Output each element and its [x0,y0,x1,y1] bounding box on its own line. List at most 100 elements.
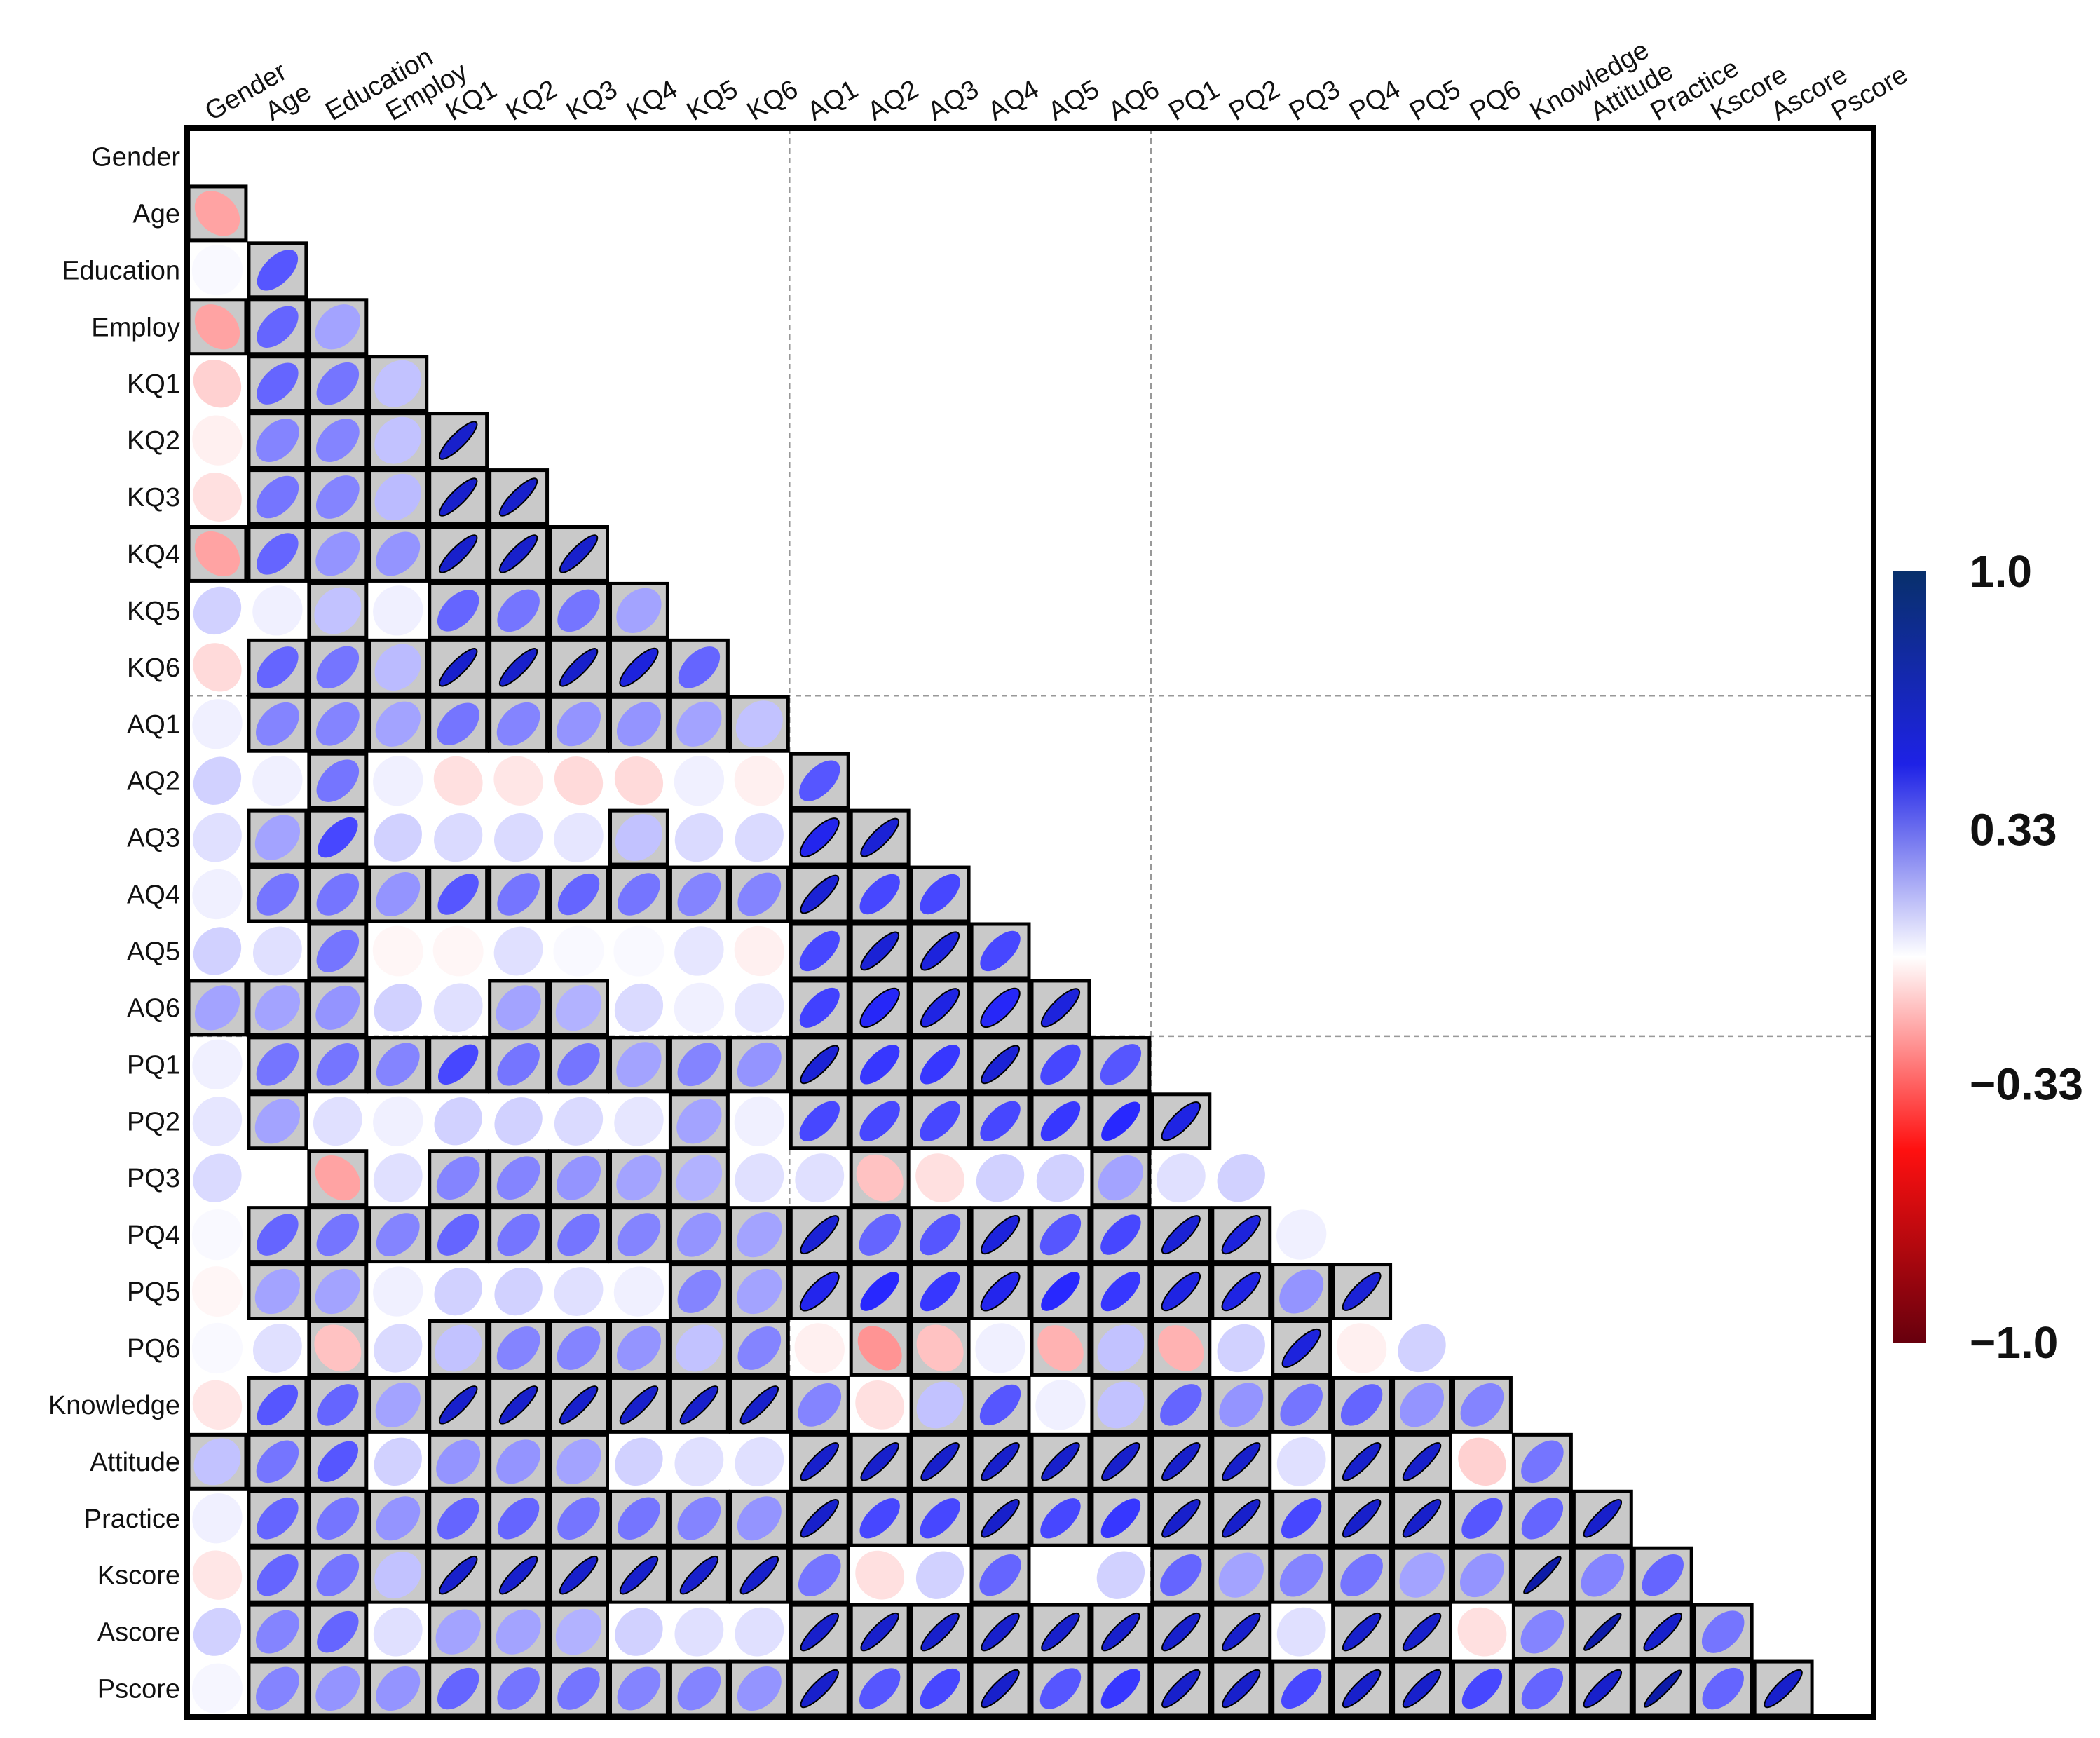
correlation-ellipse [1340,1554,1383,1596]
correlation-ellipse [434,813,483,862]
correlation-ellipse [554,1097,604,1146]
correlation-ellipse [737,1211,782,1258]
correlation-ellipse [438,421,478,460]
correlation-ellipse [192,699,243,749]
correlation-ellipse [193,473,242,522]
correlation-ellipse [1764,1669,1803,1709]
correlation-ellipse [374,813,422,862]
row-label: PQ5 [127,1277,180,1307]
correlation-ellipse [1097,1324,1145,1372]
correlation-ellipse [920,931,960,971]
correlation-ellipse [374,1324,423,1373]
significance-box [849,865,911,923]
correlation-ellipse [616,702,661,747]
correlation-ellipse [859,987,900,1028]
correlation-ellipse [734,1096,784,1146]
correlation-ellipse [374,416,422,464]
correlation-ellipse [980,930,1021,972]
correlation-ellipse [798,1383,842,1427]
correlation-ellipse [735,1437,784,1486]
correlation-ellipse [314,1324,362,1372]
correlation-ellipse [318,817,358,858]
correlation-ellipse [193,643,242,692]
correlation-ellipse [616,1155,662,1201]
significance-box [1030,1489,1091,1547]
correlation-ellipse [981,1669,1020,1709]
correlation-ellipse [256,1610,299,1654]
row-label: Gender [91,142,180,172]
correlation-ellipse [374,473,421,521]
correlation-ellipse [252,926,302,976]
correlation-ellipse [257,1554,299,1596]
correlation-ellipse [374,984,422,1032]
significance-box [608,1546,669,1604]
correlation-ellipse [674,926,724,976]
significance-box [1090,1036,1152,1094]
correlation-ellipse [920,1101,960,1141]
row-label: Pscore [97,1675,180,1704]
row-labels: Gender Age Education Employ KQ1 KQ2 KQ3 KQ4 KQ5 K… [48,142,180,1704]
correlation-ellipse [256,1043,299,1086]
correlation-ellipse [739,1385,779,1425]
correlation-ellipse [1100,1214,1141,1255]
significance-box [428,1546,489,1604]
correlation-ellipse [497,1498,540,1540]
correlation-ellipse [920,988,960,1028]
correlation-ellipse [432,925,484,977]
correlation-ellipse [433,983,483,1033]
significance-box [1030,1092,1091,1150]
correlation-ellipse [799,1101,840,1141]
correlation-ellipse [438,1385,478,1425]
correlation-ellipse [1156,1153,1206,1203]
correlation-ellipse [438,1555,478,1595]
correlation-ellipse [619,1385,659,1425]
correlation-ellipse [676,701,722,747]
correlation-ellipse [799,1271,840,1312]
colorbar-tick-label: 0.33 [1970,805,2057,855]
correlation-ellipse [614,1097,664,1146]
correlation-ellipse [1100,1271,1141,1312]
row-label: PQ6 [127,1334,180,1364]
correlation-ellipse [859,1214,901,1256]
correlation-ellipse [735,983,784,1033]
correlation-ellipse [735,813,784,862]
correlation-ellipse [1221,1271,1261,1312]
correlation-ellipse [498,534,538,573]
row-label: AQ6 [127,993,180,1023]
correlation-ellipse [1281,1668,1322,1709]
correlation-ellipse [1458,1437,1506,1486]
row-label: PQ4 [127,1221,180,1250]
correlation-ellipse [256,475,299,519]
correlation-ellipse [800,1045,840,1085]
correlation-ellipse [257,646,299,688]
correlation-ellipse [860,1612,899,1652]
correlation-ellipse [437,702,479,746]
correlation-ellipse [373,1607,423,1657]
row-label: Ascore [97,1618,180,1648]
correlation-ellipse [373,756,423,806]
correlation-ellipse [980,987,1021,1028]
correlation-ellipse [618,873,660,916]
row-label: AQ2 [127,767,180,796]
correlation-ellipse [1402,1612,1442,1652]
correlation-ellipse [1643,1612,1682,1652]
correlation-ellipse [615,814,662,862]
correlation-ellipse [1218,1552,1264,1598]
column-label: AQ6 [1103,74,1164,126]
correlation-ellipse [193,360,242,408]
correlation-ellipse [737,872,782,916]
correlation-ellipse [192,1493,243,1544]
correlation-ellipse [254,1099,301,1144]
correlation-ellipse [735,1607,784,1657]
row-label: AQ1 [127,710,180,740]
correlation-ellipse [1701,1610,1745,1653]
correlation-ellipse [1336,1323,1387,1373]
correlation-ellipse [794,1323,845,1373]
correlation-ellipse [194,985,240,1031]
column-label: PQ4 [1344,74,1405,126]
correlation-ellipse [557,1667,600,1710]
correlation-ellipse [498,477,538,517]
correlation-ellipse [376,1213,420,1256]
correlation-ellipse [437,590,479,632]
